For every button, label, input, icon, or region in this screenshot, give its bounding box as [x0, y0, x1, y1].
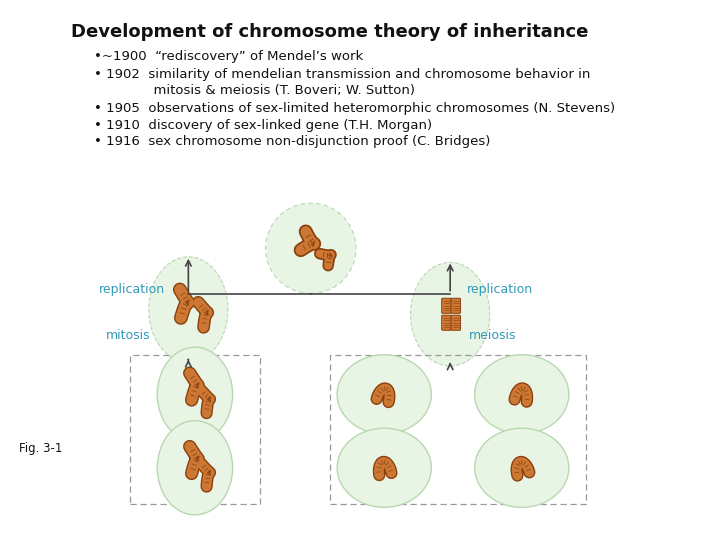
FancyBboxPatch shape	[451, 315, 461, 330]
Text: Fig. 3-1: Fig. 3-1	[19, 442, 62, 455]
Text: replication: replication	[99, 284, 165, 296]
Ellipse shape	[474, 428, 569, 507]
Text: mitosis & meiosis (T. Boveri; W. Sutton): mitosis & meiosis (T. Boveri; W. Sutton)	[94, 84, 415, 97]
Ellipse shape	[157, 347, 233, 441]
Ellipse shape	[474, 355, 569, 434]
Ellipse shape	[410, 262, 490, 366]
Bar	[130, 355, 260, 504]
Text: •~1900  “rediscovery” of Mendel’s work: •~1900 “rediscovery” of Mendel’s work	[94, 50, 364, 63]
Text: • 1910  discovery of sex-linked gene (T.H. Morgan): • 1910 discovery of sex-linked gene (T.H…	[94, 119, 432, 132]
Text: • 1905  observations of sex-limited heteromorphic chromosomes (N. Stevens): • 1905 observations of sex-limited heter…	[94, 103, 616, 116]
Text: mitosis: mitosis	[105, 329, 150, 342]
FancyBboxPatch shape	[451, 298, 461, 313]
Text: Development of chromosome theory of inheritance: Development of chromosome theory of inhe…	[71, 23, 588, 41]
Text: replication: replication	[467, 284, 534, 296]
FancyBboxPatch shape	[441, 315, 451, 330]
Ellipse shape	[157, 421, 233, 515]
FancyBboxPatch shape	[441, 298, 451, 313]
Ellipse shape	[337, 428, 431, 507]
Text: meiosis: meiosis	[469, 329, 516, 342]
Ellipse shape	[266, 203, 356, 294]
Ellipse shape	[337, 355, 431, 434]
Text: • 1916  sex chromosome non-disjunction proof (C. Bridges): • 1916 sex chromosome non-disjunction pr…	[94, 136, 490, 148]
Ellipse shape	[149, 257, 228, 362]
Bar	[330, 355, 586, 504]
Text: • 1902  similarity of mendelian transmission and chromosome behavior in: • 1902 similarity of mendelian transmiss…	[94, 69, 590, 82]
